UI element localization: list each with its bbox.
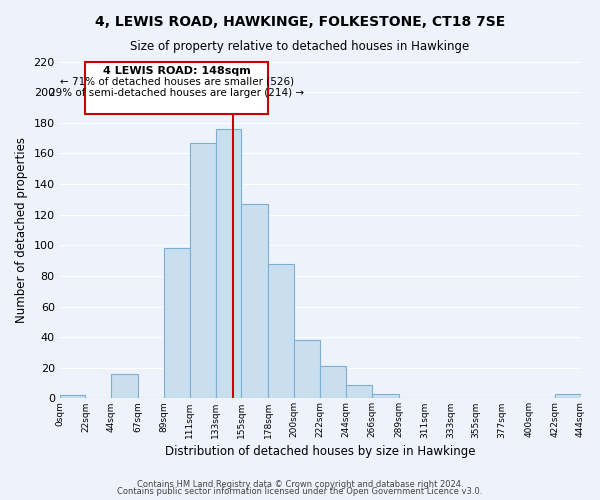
Bar [554, 394, 581, 398]
Bar [164, 248, 190, 398]
Bar [215, 129, 241, 398]
Text: Size of property relative to detached houses in Hawkinge: Size of property relative to detached ho… [130, 40, 470, 53]
Bar [59, 396, 85, 398]
Y-axis label: Number of detached properties: Number of detached properties [15, 137, 28, 323]
Bar [371, 394, 398, 398]
Bar [241, 204, 268, 398]
Text: 4, LEWIS ROAD, HAWKINGE, FOLKESTONE, CT18 7SE: 4, LEWIS ROAD, HAWKINGE, FOLKESTONE, CT1… [95, 15, 505, 29]
Text: 4 LEWIS ROAD: 148sqm: 4 LEWIS ROAD: 148sqm [103, 66, 251, 76]
Bar [268, 264, 294, 398]
Bar [346, 384, 371, 398]
Text: Contains public sector information licensed under the Open Government Licence v3: Contains public sector information licen… [118, 487, 482, 496]
Bar [85, 62, 268, 114]
Text: 29% of semi-detached houses are larger (214) →: 29% of semi-detached houses are larger (… [49, 88, 305, 98]
Text: Contains HM Land Registry data © Crown copyright and database right 2024.: Contains HM Land Registry data © Crown c… [137, 480, 463, 489]
Bar [190, 142, 215, 398]
Bar [294, 340, 320, 398]
Text: ← 71% of detached houses are smaller (526): ← 71% of detached houses are smaller (52… [60, 77, 294, 87]
Bar [111, 374, 138, 398]
X-axis label: Distribution of detached houses by size in Hawkinge: Distribution of detached houses by size … [165, 444, 475, 458]
Bar [320, 366, 346, 398]
